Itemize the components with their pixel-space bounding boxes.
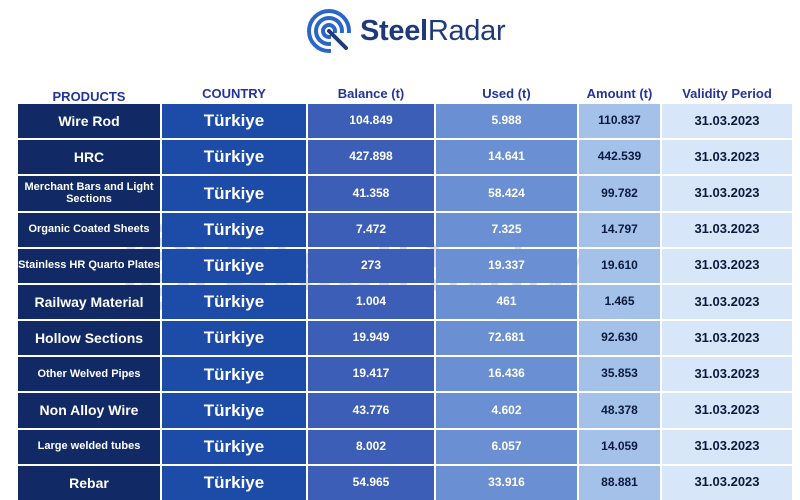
brand-name: SteelRadar [360,14,506,48]
validity-cell: 31.03.2023 [662,104,792,139]
brand-name-radar: Radar [427,14,506,47]
used-cell: 58.424 [436,176,577,211]
balance-cell: 43.776 [308,393,434,428]
balance-cell: 19.949 [308,321,434,356]
validity-cell: 31.03.2023 [662,212,792,247]
balance-cell: 8.002 [308,429,434,464]
validity-cell: 31.03.2023 [662,140,792,175]
balance-cell: 41.358 [308,176,434,211]
used-cell: 19.337 [436,248,577,283]
validity-cell: 31.03.2023 [662,321,792,356]
product-cell: Railway Material [18,284,160,320]
amount-cell: 14.059 [579,429,660,464]
country-cell: Türkiye [162,104,306,139]
header-validity: Validity Period [682,85,772,101]
product-cell: Hollow Sections [18,321,160,356]
country-cell: Türkiye [162,393,306,428]
balance-cell: 7.472 [308,212,434,247]
header-country: COUNTRY [202,85,266,101]
country-cell: Türkiye [162,176,306,211]
country-cell: Türkiye [162,140,306,175]
used-cell: 461 [436,284,577,320]
product-cell: Large welded tubes [18,429,160,464]
product-cell: Stainless HR Quarto Plates [18,248,160,283]
amount-cell: 442.539 [579,140,660,175]
quota-table: PRODUCTS COUNTRY Balance (t) Used (t) Am… [18,80,792,500]
used-cell: 14.641 [436,140,577,175]
radar-icon [307,9,352,54]
product-cell: HRC [18,140,160,175]
validity-cell: 31.03.2023 [662,284,792,320]
product-cell: Wire Rod [18,104,160,139]
amount-cell: 1.465 [579,284,660,320]
country-cell: Türkiye [162,429,306,464]
amount-cell: 48.378 [579,393,660,428]
balance-cell: 1.004 [308,284,434,320]
balance-cell: 273 [308,248,434,283]
product-cell: Non Alloy Wire [18,393,160,428]
used-cell: 7.325 [436,212,577,247]
amount-cell: 110.837 [579,104,660,139]
amount-cell: 14.797 [579,212,660,247]
validity-cell: 31.03.2023 [662,176,792,211]
amount-cell: 35.853 [579,357,660,392]
used-cell: 5.988 [436,104,577,139]
used-cell: 4.602 [436,393,577,428]
used-cell: 33.916 [436,465,577,500]
header-products: PRODUCTS [52,88,126,104]
validity-cell: 31.03.2023 [662,393,792,428]
used-cell: 6.057 [436,429,577,464]
validity-cell: 31.03.2023 [662,357,792,392]
amount-cell: 92.630 [579,321,660,356]
country-cell: Türkiye [162,284,306,320]
steelradar-logo: SteelRadar [306,8,506,54]
product-cell: Merchant Bars and Light Sections [18,176,160,211]
brand-name-steel: Steel [360,14,428,47]
balance-cell: 19.417 [308,357,434,392]
country-cell: Türkiye [162,465,306,500]
validity-cell: 31.03.2023 [662,248,792,283]
product-cell: Other Welved Pipes [18,357,160,392]
balance-cell: 54.965 [308,465,434,500]
validity-cell: 31.03.2023 [662,429,792,464]
validity-cell: 31.03.2023 [662,465,792,500]
balance-cell: 427.898 [308,140,434,175]
used-cell: 72.681 [436,321,577,356]
balance-cell: 104.849 [308,104,434,139]
product-cell: Organic Coated Sheets [18,212,160,247]
amount-cell: 88.881 [579,465,660,500]
country-cell: Türkiye [162,212,306,247]
country-cell: Türkiye [162,357,306,392]
used-cell: 16.436 [436,357,577,392]
header-balance: Balance (t) [337,85,405,101]
country-cell: Türkiye [162,321,306,356]
amount-cell: 19.610 [579,248,660,283]
header-used: Used (t) [482,85,531,101]
country-cell: Türkiye [162,248,306,283]
product-cell: Rebar [18,465,160,500]
header-amount: Amount (t) [586,85,653,101]
amount-cell: 99.782 [579,176,660,211]
